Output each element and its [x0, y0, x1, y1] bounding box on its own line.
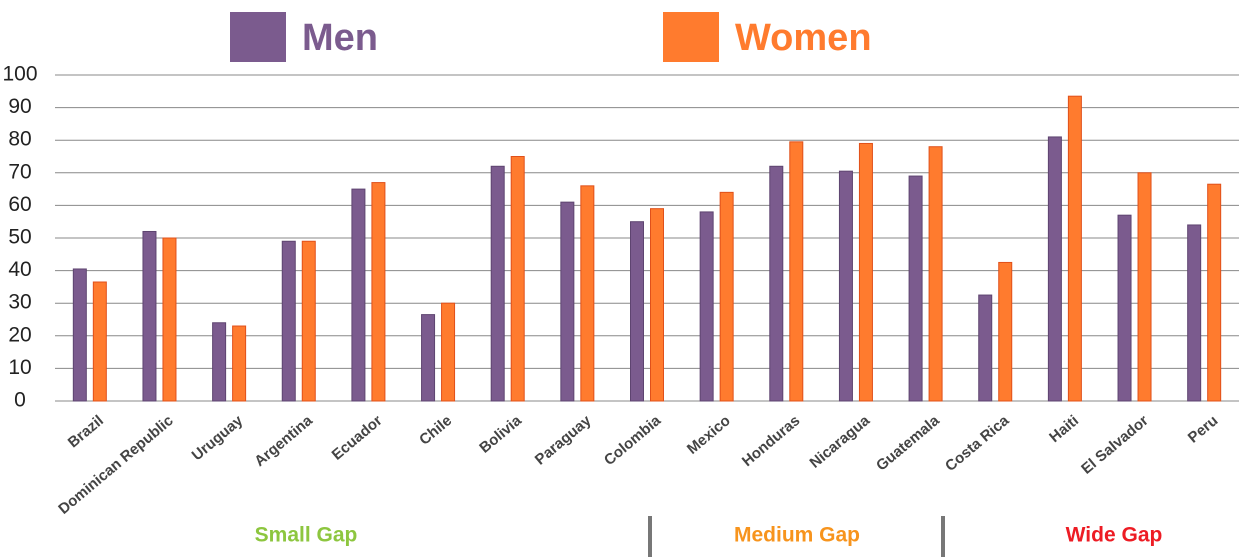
- y-tick-label: 70: [8, 160, 31, 183]
- y-tick-label: 40: [8, 258, 31, 281]
- bar: [1207, 183, 1222, 402]
- bar: [789, 141, 804, 402]
- x-tick-label: Honduras: [739, 412, 804, 470]
- y-tick-label: 0: [14, 389, 26, 412]
- bar: [928, 146, 943, 402]
- bar: [421, 314, 436, 402]
- x-tick-label: Nicaragua: [807, 412, 874, 472]
- y-tick-label: 30: [8, 291, 31, 314]
- group-label: Medium Gap: [734, 524, 860, 547]
- x-tick-label: Peru: [1185, 412, 1221, 446]
- y-tick-label: 100: [2, 63, 37, 86]
- bar: [441, 302, 456, 402]
- bar: [281, 240, 296, 402]
- y-tick-label: 10: [8, 356, 31, 379]
- bar: [1137, 172, 1152, 402]
- x-tick-label: Uruguay: [189, 412, 247, 465]
- bar: [1047, 136, 1062, 402]
- bar: [1187, 224, 1202, 402]
- x-tick-label: Costa Rica: [942, 412, 1013, 475]
- y-tick-label: 60: [8, 193, 31, 216]
- bar: [162, 237, 177, 402]
- bar: [858, 142, 873, 402]
- y-tick-label: 50: [8, 226, 31, 249]
- legend-swatch: [663, 12, 719, 62]
- bar: [490, 165, 505, 402]
- bar: [1067, 95, 1082, 402]
- x-tick-label: Mexico: [684, 412, 734, 458]
- x-tick-label: Dominican Republic: [55, 412, 176, 518]
- x-tick-label: Paraguay: [532, 412, 595, 469]
- x-tick-label: Guatemala: [873, 412, 943, 475]
- bar: [580, 185, 595, 402]
- bar: [301, 240, 316, 402]
- x-tick-label: Argentina: [251, 412, 316, 470]
- x-tick-label: El Salvador: [1078, 412, 1152, 478]
- bar: [699, 211, 714, 402]
- bar: [212, 322, 227, 402]
- y-tick-label: 80: [8, 128, 31, 151]
- bar: [371, 182, 386, 402]
- bar: [769, 165, 784, 402]
- x-tick-label: Haiti: [1046, 412, 1082, 446]
- bar: [351, 188, 366, 402]
- bar: [72, 268, 87, 402]
- x-tick-label: Ecuador: [329, 412, 386, 464]
- bar: [630, 221, 644, 402]
- y-tick-label: 90: [8, 95, 31, 118]
- bar: [510, 156, 525, 402]
- bar: [1117, 214, 1132, 402]
- x-tick-label: Colombia: [601, 412, 665, 469]
- x-tick-label: Chile: [416, 412, 455, 449]
- bar: [998, 261, 1013, 402]
- x-tick-label: Brazil: [65, 412, 107, 451]
- legend-swatch: [230, 12, 286, 62]
- bar: [838, 170, 853, 402]
- bar: [978, 294, 993, 402]
- bar: [92, 281, 107, 402]
- bar: [560, 201, 575, 402]
- bar: [650, 208, 664, 402]
- legend-label: Men: [302, 17, 378, 59]
- bar: [719, 191, 734, 402]
- legend-label: Women: [735, 17, 872, 59]
- group-label: Wide Gap: [1066, 524, 1163, 547]
- x-tick-label: Bolivia: [476, 412, 525, 457]
- y-tick-label: 20: [8, 323, 31, 346]
- bar: [908, 175, 923, 402]
- bar: [142, 230, 157, 402]
- group-label: Small Gap: [255, 524, 358, 547]
- bar: [232, 325, 247, 402]
